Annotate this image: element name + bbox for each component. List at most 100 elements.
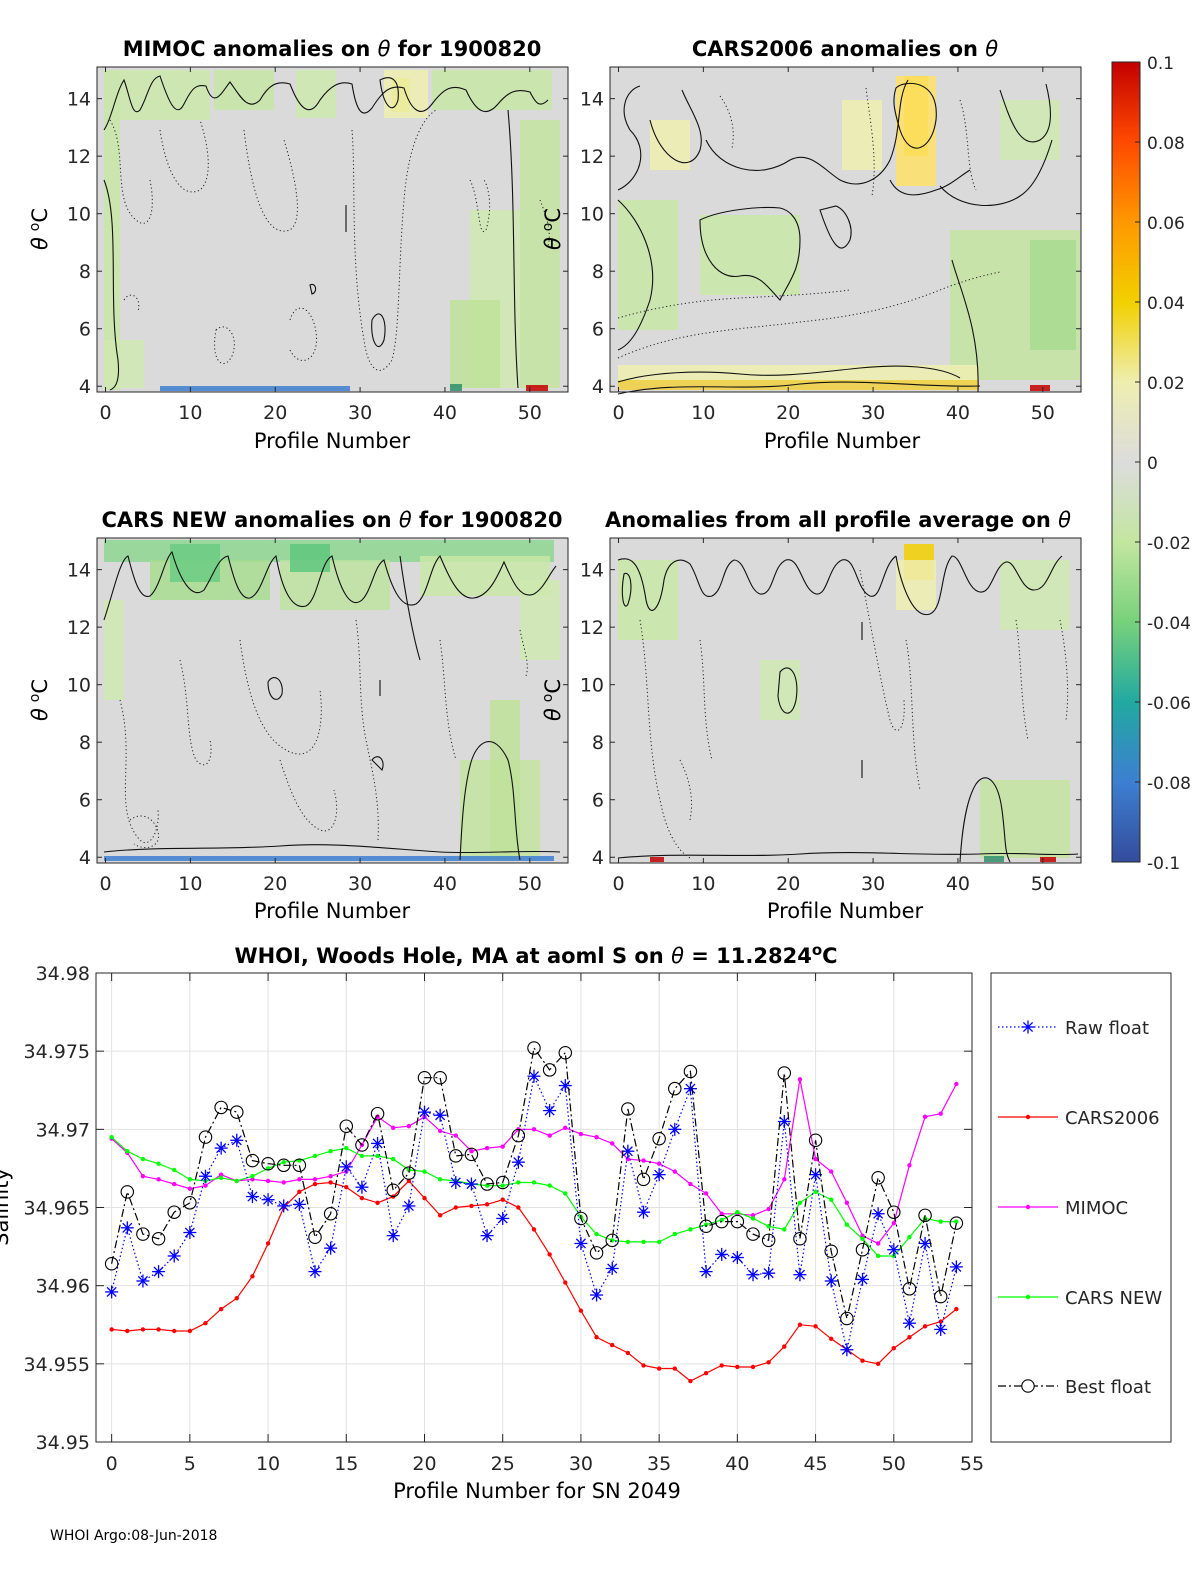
panel-cars2006: 0 10 20 30 40 50 4 6 8 10 12 14 CARS2006 anomalies … (540, 37, 1082, 453)
data-point (156, 1327, 161, 1332)
data-point (797, 1077, 803, 1082)
data-point (954, 1081, 959, 1087)
data-point (140, 1156, 146, 1162)
data-point (500, 1144, 505, 1149)
data-point (375, 1153, 380, 1159)
data-point (594, 1231, 599, 1237)
data-point (218, 1175, 224, 1180)
data-point (104, 1257, 119, 1271)
legend-swatch-marker (1021, 1379, 1035, 1393)
x-tick-label: 15 (334, 1453, 358, 1475)
y-tick-label: 10 (67, 204, 91, 226)
star-stroke (904, 1318, 915, 1329)
y-tick-label: 6 (592, 790, 604, 812)
y-tick-label: 14 (67, 89, 91, 111)
y-tick-label: 34.965 (24, 1198, 90, 1220)
y-tick-label: 14 (580, 560, 604, 582)
data-point (719, 1217, 724, 1223)
anomaly-patch (1030, 240, 1076, 350)
data-point (907, 1163, 912, 1168)
data-point (484, 1145, 490, 1151)
data-point (777, 1066, 792, 1080)
data-point (558, 1045, 573, 1060)
y-tick-label: 34.98 (36, 963, 90, 985)
star-stroke (309, 1266, 321, 1277)
y-tick-label: 34.96 (36, 1276, 90, 1298)
data-point (793, 1232, 807, 1246)
salinity-series (104, 1041, 964, 1384)
data-point (938, 1319, 943, 1324)
data-point (590, 1288, 604, 1302)
x-tick-label: 25 (491, 1453, 515, 1475)
data-point (907, 1235, 912, 1240)
anomaly-patch (618, 380, 978, 390)
data-point (516, 1205, 521, 1210)
data-point (312, 1181, 318, 1187)
anomaly-patch (618, 200, 678, 330)
data-point (949, 1216, 964, 1230)
y-tick-label: 10 (580, 675, 604, 697)
data-point (277, 1199, 291, 1213)
y-tick-label: 6 (79, 790, 91, 812)
data-point (891, 1346, 896, 1351)
panel-cars-new-contours-dotted (119, 619, 528, 848)
data-point (437, 1128, 443, 1134)
colorbar-tick-label: 0 (1147, 454, 1158, 474)
anomaly-patch (1000, 100, 1060, 160)
star-stroke (356, 1182, 367, 1193)
data-point (230, 1133, 244, 1147)
panel-all-profile-average-xlabel: Profile Number (767, 899, 924, 923)
colorbar-tick-label: -0.1 (1147, 854, 1180, 874)
data-point (860, 1236, 865, 1241)
anomaly-patch (490, 700, 520, 860)
panel-cars-new-contours (103, 550, 561, 861)
y-tick-label: 6 (79, 319, 91, 341)
contour-line (617, 381, 981, 395)
contour-line (777, 667, 798, 714)
data-point (484, 1183, 490, 1188)
contour-line (893, 82, 937, 149)
star-stroke (951, 1261, 962, 1272)
x-tick-label: 50 (882, 1453, 906, 1475)
data-point (829, 1336, 834, 1342)
data-point (218, 1172, 224, 1177)
footer-stamp: WHOI Argo:08-Jun-2018 (50, 1528, 218, 1544)
data-point (735, 1209, 740, 1215)
panel-cars-new-ylabel: θoC (27, 679, 52, 721)
legend-swatch-marker (1025, 1204, 1031, 1210)
star-stroke (294, 1199, 305, 1210)
data-point (151, 1232, 166, 1246)
data-point (230, 1105, 244, 1119)
star-stroke (920, 1238, 931, 1249)
data-point (308, 1265, 322, 1279)
data-point (308, 1230, 322, 1244)
data-point (699, 1265, 713, 1279)
anomaly-patch (984, 856, 1004, 862)
contour-line (379, 77, 399, 109)
data-point (558, 1079, 572, 1093)
data-point (766, 1360, 771, 1365)
y-tick-label: 6 (592, 319, 604, 341)
contour-line (243, 129, 298, 232)
data-point (156, 1161, 161, 1166)
data-point (527, 1069, 541, 1083)
x-tick-label: 55 (960, 1453, 984, 1475)
star-stroke (669, 1124, 680, 1135)
panel-mimoc-contours (103, 75, 549, 391)
anomaly-patch (104, 856, 554, 861)
data-point (433, 1070, 447, 1085)
contour-line (279, 759, 338, 832)
contour-line (371, 313, 386, 347)
panel-mimoc-frame (96, 66, 569, 393)
data-point (391, 1125, 396, 1130)
data-point (824, 1274, 838, 1288)
x-tick-label: 0 (612, 402, 624, 424)
y-tick-label: 8 (592, 732, 604, 754)
data-point (355, 1180, 369, 1194)
data-point (875, 1253, 881, 1259)
star-stroke (341, 1161, 352, 1172)
contour-line (267, 677, 283, 700)
legend-items: Raw float CARS2006 MIMOC CARS NEW Best float (998, 1018, 1162, 1398)
star-stroke (482, 1230, 493, 1241)
x-tick-label: 20 (263, 402, 287, 424)
